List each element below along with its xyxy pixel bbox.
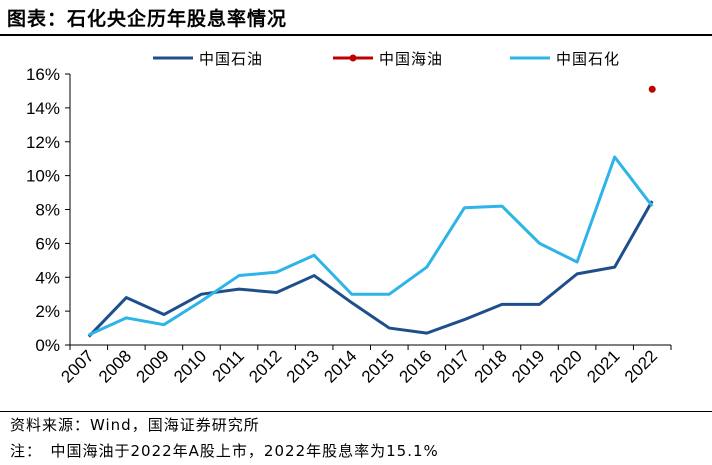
footnote: 注： 中国海油于2022年A股上市，2022年股息率为15.1% <box>10 442 439 460</box>
x-tick-label: 2022 <box>621 346 661 386</box>
series-lines <box>87 85 656 338</box>
y-tick-label: 10% <box>26 167 60 186</box>
x-tick-label: 2016 <box>395 346 435 386</box>
x-tick-label: 2013 <box>283 346 323 386</box>
y-tick-label: 6% <box>35 234 60 253</box>
x-tick-label: 2020 <box>546 346 586 386</box>
y-tick-label: 12% <box>26 133 60 152</box>
legend-marker <box>349 54 357 62</box>
series-line-0 <box>87 200 654 338</box>
x-tick-label: 2017 <box>433 346 473 386</box>
x-tick-label: 2012 <box>245 346 285 386</box>
legend-label: 中国海油 <box>379 50 443 68</box>
x-tick-label: 2009 <box>133 346 173 386</box>
source-note: 资料来源：Wind，国海证券研究所 <box>10 416 260 434</box>
legend-label: 中国石油 <box>199 50 263 68</box>
chart-title: 图表：石化央企历年股息率情况 <box>7 8 288 30</box>
legend-label: 中国石化 <box>556 50 620 68</box>
x-tick-label: 2014 <box>320 346 360 386</box>
legend: 中国石油 中国海油 中国石化 <box>153 50 620 68</box>
dividend-yield-chart: 中国石油 中国海油 中国石化 0%2%4%6%8%10%12%14%16%20072… <box>26 50 672 387</box>
x-tick-label: 2007 <box>57 346 97 386</box>
x-tick-label: 2018 <box>471 346 511 386</box>
x-tick-label: 2015 <box>358 346 398 386</box>
series-line-2 <box>88 155 654 337</box>
footer-divider <box>0 411 712 412</box>
x-tick-label: 2021 <box>583 346 623 386</box>
x-tick-label: 2019 <box>508 346 548 386</box>
x-tick-label: 2010 <box>170 346 210 386</box>
y-tick-label: 2% <box>35 302 60 321</box>
series-point-1 <box>648 85 656 93</box>
title-divider <box>0 34 712 36</box>
y-tick-label: 8% <box>35 201 60 220</box>
y-tick-label: 14% <box>26 99 60 118</box>
y-tick-label: 4% <box>35 268 60 287</box>
y-tick-label: 16% <box>26 65 60 84</box>
y-tick-label: 0% <box>35 336 60 355</box>
x-tick-label: 2011 <box>209 346 248 385</box>
axes: 0%2%4%6%8%10%12%14%16%200720082009201020… <box>26 65 672 387</box>
x-tick-label: 2008 <box>95 346 135 386</box>
